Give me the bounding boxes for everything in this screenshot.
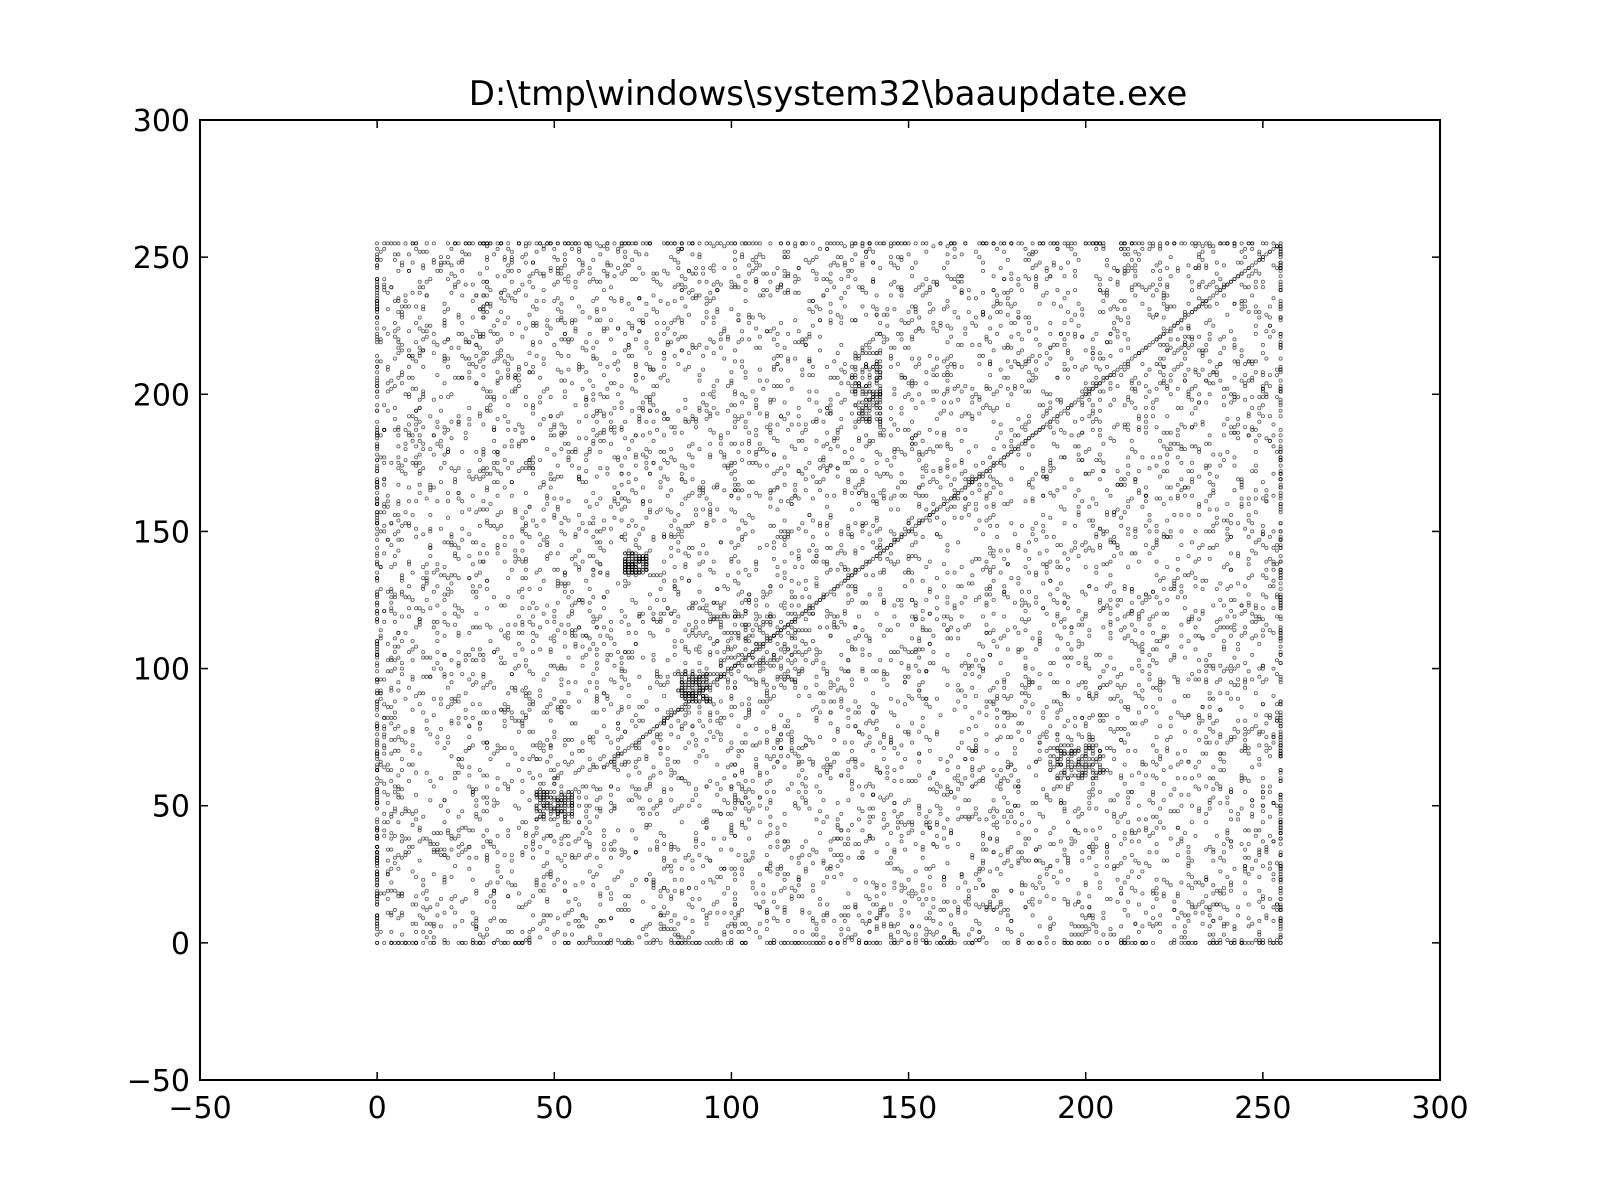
chart-title: D:\tmp\windows\system32\baaupdate.exe xyxy=(469,74,1188,114)
